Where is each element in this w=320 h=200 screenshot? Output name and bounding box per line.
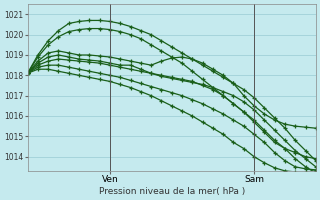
X-axis label: Pression niveau de la mer( hPa ): Pression niveau de la mer( hPa ) (99, 187, 245, 196)
